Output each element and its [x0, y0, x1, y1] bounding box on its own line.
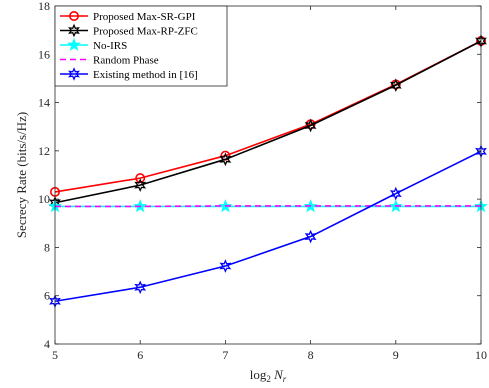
hexagram-marker-icon [389, 78, 402, 93]
series-line [54, 150, 482, 303]
legend-box [54, 5, 228, 87]
hexagram-marker-icon [134, 178, 147, 192]
legend-label: Proposed Max-SR-GPI [93, 11, 196, 23]
y-tick-label: 8 [44, 240, 50, 254]
x-axis-label-base: 2 [266, 374, 271, 384]
x-tick-label: 10 [475, 348, 487, 362]
legend-label: No-IRS [93, 40, 127, 52]
legend-entry: Proposed Max-RP-ZFC [60, 23, 198, 38]
series-line [54, 40, 482, 204]
x-axis-label: log2 Nr [250, 367, 287, 384]
y-tick-label: 16 [38, 47, 50, 61]
x-axis-label-variable: N [273, 367, 284, 382]
hexagram-marker-icon [219, 259, 232, 273]
x-tick-label: 5 [52, 348, 58, 362]
y-tick-label: 10 [38, 192, 50, 206]
star-marker-icon [67, 37, 81, 51]
legend-label: Random Phase [93, 55, 159, 67]
y-tick-label: 18 [38, 0, 50, 13]
x-tick-label: 9 [393, 348, 399, 362]
x-tick-label: 6 [137, 348, 143, 362]
legend-entry: Random Phase [60, 55, 159, 67]
legend-label: Existing method in [16] [93, 69, 198, 81]
hexagram-marker-icon [389, 186, 402, 201]
hexagram-marker-icon [304, 118, 317, 133]
hexagram-marker-icon [68, 67, 80, 81]
hexagram-marker-icon [68, 23, 80, 38]
y-axis-label: Secrecy Rate (bits/s/Hz) [14, 112, 29, 238]
x-tick-label: 8 [308, 348, 314, 362]
hexagram-marker-icon [219, 152, 232, 167]
legend-entry: Existing method in [16] [60, 67, 198, 81]
circle-marker-icon [69, 11, 80, 21]
x-axis-label-variable-sub: r [283, 374, 287, 384]
legend-label: Proposed Max-RP-ZFC [93, 26, 198, 38]
axes-frame [54, 5, 482, 345]
legend-entry: Proposed Max-SR-GPI [60, 11, 196, 23]
x-tick-label: 7 [222, 348, 228, 362]
legend: Proposed Max-SR-GPI Proposed Max-RP-ZFC No… [54, 5, 228, 87]
hexagram-marker-icon [304, 229, 317, 244]
y-tick-label: 14 [38, 96, 50, 110]
y-tick-label: 12 [38, 144, 50, 158]
hexagram-marker-icon [134, 280, 147, 295]
circle-marker-icon [135, 173, 146, 184]
y-tick-label: 6 [44, 289, 50, 303]
legend-entry: No-IRS [60, 37, 127, 52]
y-tick-label: 4 [44, 337, 50, 351]
x-axis-label-log: log [250, 367, 267, 382]
